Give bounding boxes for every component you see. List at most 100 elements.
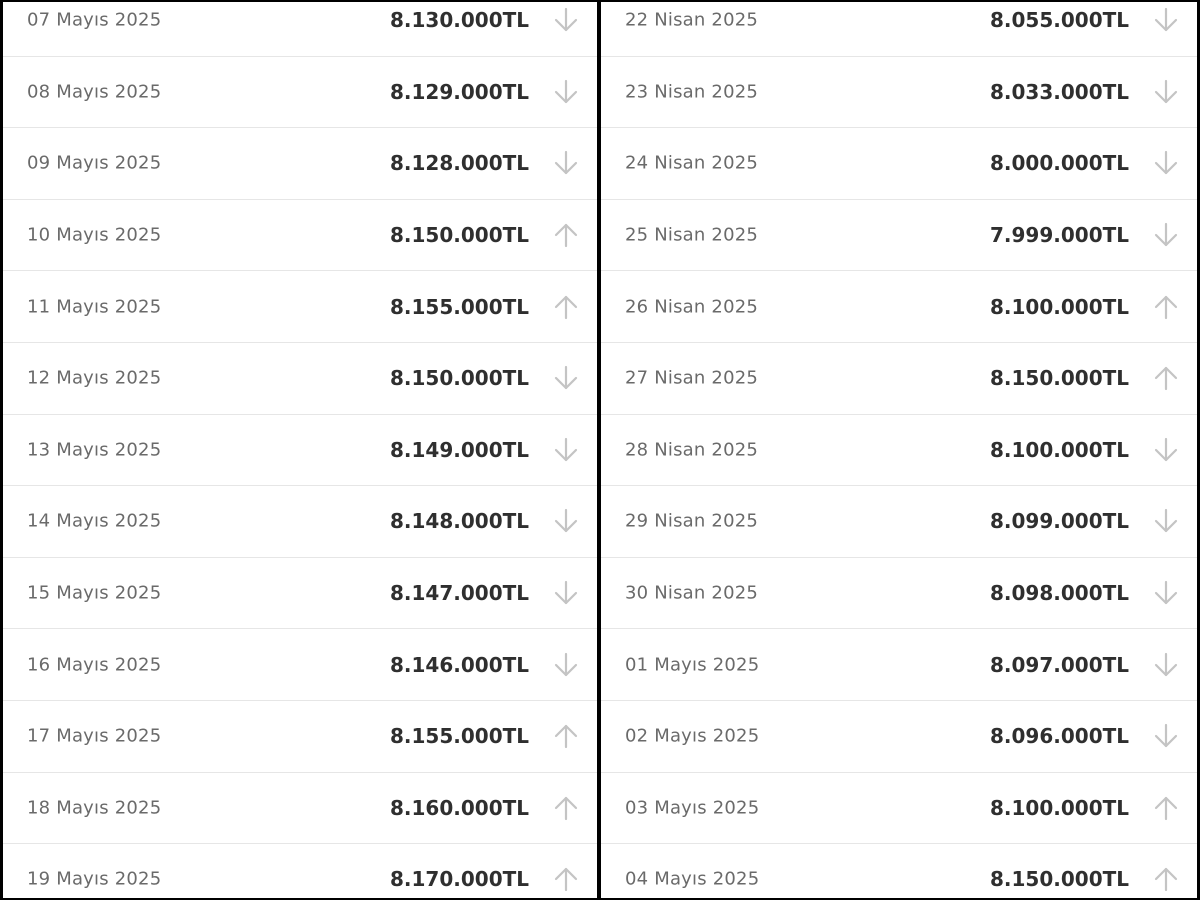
date-label: 01 Mayıs 2025 bbox=[625, 654, 760, 676]
price-value: 8.155.000TL bbox=[390, 724, 529, 749]
price-value: 8.130.000TL bbox=[390, 8, 529, 33]
arrow-up-icon bbox=[553, 222, 579, 248]
price-value: 8.099.000TL bbox=[990, 509, 1129, 534]
arrow-down-icon bbox=[553, 437, 579, 463]
price-value: 8.000.000TL bbox=[990, 151, 1129, 176]
date-label: 23 Nisan 2025 bbox=[625, 81, 759, 103]
price-row[interactable]: 29 Nisan 2025 8.099.000TL bbox=[601, 486, 1197, 558]
price-value: 8.146.000TL bbox=[390, 652, 529, 677]
price-row[interactable]: 03 Mayıs 2025 8.100.000TL bbox=[601, 772, 1197, 845]
price-row[interactable]: 12 Mayıs 2025 8.150.000TL bbox=[3, 343, 597, 415]
price-value: 8.097.000TL bbox=[990, 652, 1129, 677]
price-row[interactable]: 04 Mayıs 2025 8.150.000TL bbox=[601, 844, 1197, 898]
price-value: 8.100.000TL bbox=[990, 795, 1129, 820]
arrow-down-icon bbox=[1153, 580, 1179, 606]
price-value: 8.155.000TL bbox=[390, 294, 529, 319]
price-value: 8.150.000TL bbox=[390, 366, 529, 391]
arrow-down-icon bbox=[1153, 7, 1179, 33]
arrow-down-icon bbox=[1153, 79, 1179, 105]
arrow-down-icon bbox=[553, 79, 579, 105]
date-label: 11 Mayıs 2025 bbox=[27, 296, 162, 318]
arrow-up-icon bbox=[1153, 365, 1179, 391]
price-value: 8.150.000TL bbox=[390, 223, 529, 248]
date-label: 03 Mayıs 2025 bbox=[625, 797, 760, 819]
arrow-down-icon bbox=[553, 150, 579, 176]
price-row[interactable]: 01 Mayıs 2025 8.097.000TL bbox=[601, 629, 1197, 701]
date-label: 30 Nisan 2025 bbox=[625, 582, 759, 604]
price-row[interactable]: 07 Mayıs 2025 8.130.000TL bbox=[3, 2, 597, 57]
date-label: 24 Nisan 2025 bbox=[625, 152, 759, 174]
arrow-up-icon bbox=[553, 866, 579, 892]
price-row[interactable]: 15 Mayıs 2025 8.147.000TL bbox=[3, 557, 597, 630]
price-value: 8.150.000TL bbox=[990, 366, 1129, 391]
price-row[interactable]: 22 Nisan 2025 8.055.000TL bbox=[601, 2, 1197, 57]
date-label: 08 Mayıs 2025 bbox=[27, 81, 162, 103]
price-row[interactable]: 02 Mayıs 2025 8.096.000TL bbox=[601, 701, 1197, 773]
arrow-up-icon bbox=[553, 795, 579, 821]
arrow-down-icon bbox=[1153, 222, 1179, 248]
arrow-up-icon bbox=[553, 723, 579, 749]
price-value: 8.100.000TL bbox=[990, 294, 1129, 319]
date-label: 14 Mayıs 2025 bbox=[27, 510, 162, 532]
price-row[interactable]: 26 Nisan 2025 8.100.000TL bbox=[601, 271, 1197, 343]
price-row[interactable]: 28 Nisan 2025 8.100.000TL bbox=[601, 414, 1197, 487]
date-label: 26 Nisan 2025 bbox=[625, 296, 759, 318]
arrow-down-icon bbox=[1153, 723, 1179, 749]
arrow-down-icon bbox=[1153, 652, 1179, 678]
date-label: 18 Mayıs 2025 bbox=[27, 797, 162, 819]
date-label: 15 Mayıs 2025 bbox=[27, 582, 162, 604]
price-value: 8.055.000TL bbox=[990, 8, 1129, 33]
arrow-down-icon bbox=[553, 508, 579, 534]
date-label: 02 Mayıs 2025 bbox=[625, 725, 760, 747]
price-value: 8.150.000TL bbox=[990, 867, 1129, 892]
price-row[interactable]: 18 Mayıs 2025 8.160.000TL bbox=[3, 772, 597, 845]
price-value: 8.149.000TL bbox=[390, 437, 529, 462]
price-row[interactable]: 08 Mayıs 2025 8.129.000TL bbox=[3, 56, 597, 129]
date-label: 10 Mayıs 2025 bbox=[27, 224, 162, 246]
price-value: 8.148.000TL bbox=[390, 509, 529, 534]
date-label: 29 Nisan 2025 bbox=[625, 510, 759, 532]
price-value: 8.129.000TL bbox=[390, 79, 529, 104]
price-list-left: 07 Mayıs 2025 8.130.000TL 08 Mayıs 2025 8.1… bbox=[3, 2, 597, 898]
arrow-up-icon bbox=[1153, 866, 1179, 892]
price-row[interactable]: 27 Nisan 2025 8.150.000TL bbox=[601, 343, 1197, 415]
arrow-down-icon bbox=[1153, 150, 1179, 176]
price-row[interactable]: 11 Mayıs 2025 8.155.000TL bbox=[3, 271, 597, 343]
date-label: 13 Mayıs 2025 bbox=[27, 439, 162, 461]
price-row[interactable]: 10 Mayıs 2025 8.150.000TL bbox=[3, 199, 597, 272]
price-row[interactable]: 19 Mayıs 2025 8.170.000TL bbox=[3, 844, 597, 898]
date-label: 27 Nisan 2025 bbox=[625, 367, 759, 389]
date-label: 19 Mayıs 2025 bbox=[27, 868, 162, 890]
price-value: 8.033.000TL bbox=[990, 79, 1129, 104]
price-row[interactable]: 30 Nisan 2025 8.098.000TL bbox=[601, 557, 1197, 630]
arrow-up-icon bbox=[1153, 294, 1179, 320]
date-label: 04 Mayıs 2025 bbox=[625, 868, 760, 890]
arrow-down-icon bbox=[553, 652, 579, 678]
date-label: 09 Mayıs 2025 bbox=[27, 152, 162, 174]
arrow-up-icon bbox=[553, 294, 579, 320]
date-label: 17 Mayıs 2025 bbox=[27, 725, 162, 747]
price-row[interactable]: 24 Nisan 2025 8.000.000TL bbox=[601, 128, 1197, 200]
price-value: 7.999.000TL bbox=[990, 223, 1129, 248]
arrow-down-icon bbox=[553, 365, 579, 391]
price-row[interactable]: 23 Nisan 2025 8.033.000TL bbox=[601, 56, 1197, 129]
arrow-up-icon bbox=[1153, 795, 1179, 821]
price-value: 8.128.000TL bbox=[390, 151, 529, 176]
price-row[interactable]: 25 Nisan 2025 7.999.000TL bbox=[601, 199, 1197, 272]
date-label: 28 Nisan 2025 bbox=[625, 439, 759, 461]
price-row[interactable]: 13 Mayıs 2025 8.149.000TL bbox=[3, 414, 597, 487]
price-row[interactable]: 17 Mayıs 2025 8.155.000TL bbox=[3, 701, 597, 773]
price-value: 8.170.000TL bbox=[390, 867, 529, 892]
date-label: 12 Mayıs 2025 bbox=[27, 367, 162, 389]
price-row[interactable]: 14 Mayıs 2025 8.148.000TL bbox=[3, 486, 597, 558]
price-value: 8.160.000TL bbox=[390, 795, 529, 820]
price-value: 8.096.000TL bbox=[990, 724, 1129, 749]
arrow-down-icon bbox=[553, 580, 579, 606]
price-row[interactable]: 09 Mayıs 2025 8.128.000TL bbox=[3, 128, 597, 200]
price-value: 8.100.000TL bbox=[990, 437, 1129, 462]
arrow-down-icon bbox=[1153, 437, 1179, 463]
price-list-right: 22 Nisan 2025 8.055.000TL 23 Nisan 2025 8.0… bbox=[601, 2, 1197, 898]
price-row[interactable]: 16 Mayıs 2025 8.146.000TL bbox=[3, 629, 597, 701]
arrow-down-icon bbox=[553, 7, 579, 33]
